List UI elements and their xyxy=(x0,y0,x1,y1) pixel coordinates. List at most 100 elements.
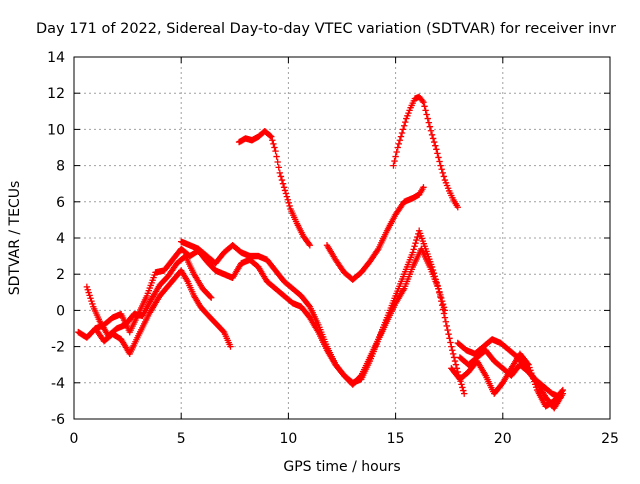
data-point xyxy=(449,347,456,354)
y-tick-label: 12 xyxy=(47,86,65,102)
data-point xyxy=(207,293,214,300)
data-point xyxy=(449,350,457,358)
y-tick-label: 4 xyxy=(56,231,65,247)
series-track-5 xyxy=(235,128,314,249)
data-point xyxy=(227,343,234,350)
data-point xyxy=(431,273,439,280)
data-point xyxy=(458,381,465,388)
data-point xyxy=(286,202,293,210)
data-point xyxy=(409,249,416,256)
data-points xyxy=(75,93,567,412)
data-point xyxy=(268,133,275,140)
data-point xyxy=(447,339,454,346)
data-point xyxy=(88,297,95,305)
data-point xyxy=(402,118,409,126)
x-axis-label: GPS time / hours xyxy=(283,459,400,475)
data-point xyxy=(414,233,421,241)
x-tick-label: 20 xyxy=(494,431,512,447)
y-tick-label: -4 xyxy=(51,376,65,392)
data-point xyxy=(441,314,449,321)
data-point xyxy=(445,330,452,338)
y-tick-label: 14 xyxy=(47,50,65,66)
data-point xyxy=(394,144,401,151)
data-point xyxy=(398,129,406,137)
data-point xyxy=(446,335,453,342)
data-point xyxy=(269,137,276,144)
data-point xyxy=(419,97,426,105)
data-point xyxy=(428,131,436,139)
data-point xyxy=(84,286,91,293)
data-point xyxy=(412,239,419,247)
data-point xyxy=(395,140,403,148)
data-point xyxy=(461,390,468,397)
data-point xyxy=(426,123,434,130)
axis-ticks: 0 5 10 15 20 25 -6 -4 -2 0 2 4 6 8 10 12 14 xyxy=(47,50,619,447)
data-point xyxy=(400,122,408,129)
data-point xyxy=(275,164,282,171)
data-point xyxy=(448,343,455,350)
series-track-7 xyxy=(390,93,461,211)
series-track-4 xyxy=(178,227,468,397)
data-point xyxy=(427,127,435,134)
y-axis-label: SDTVAR / TECUs xyxy=(7,181,23,296)
data-point xyxy=(392,153,399,160)
data-point xyxy=(283,193,291,200)
data-point xyxy=(424,115,431,122)
series-track-9 xyxy=(448,350,567,410)
data-point xyxy=(396,137,404,144)
data-point xyxy=(454,204,461,211)
data-point xyxy=(277,173,285,180)
data-point xyxy=(435,285,442,292)
data-point xyxy=(452,361,460,368)
data-point xyxy=(270,140,277,148)
data-point xyxy=(429,135,437,142)
series-track-1 xyxy=(75,267,234,358)
data-point xyxy=(443,322,450,330)
y-tick-label: 10 xyxy=(47,122,65,138)
data-point xyxy=(439,169,446,177)
data-point xyxy=(276,169,284,177)
data-point xyxy=(428,263,436,271)
x-tick-label: 10 xyxy=(279,431,297,447)
data-point xyxy=(434,150,441,157)
data-point xyxy=(422,107,429,114)
data-point xyxy=(267,132,274,140)
data-point xyxy=(433,279,440,286)
data-point xyxy=(437,293,444,301)
series-track-6 xyxy=(323,184,427,283)
series-track-10 xyxy=(456,347,567,412)
data-point xyxy=(285,199,292,207)
data-point xyxy=(451,357,459,365)
data-point xyxy=(305,240,313,248)
data-point xyxy=(429,266,437,274)
data-point xyxy=(390,162,397,169)
data-point xyxy=(87,295,94,302)
y-tick-label: 6 xyxy=(56,195,65,211)
data-point xyxy=(274,158,281,166)
data-point xyxy=(559,390,567,397)
data-point xyxy=(436,158,443,165)
data-point xyxy=(430,138,438,146)
data-point xyxy=(423,111,430,118)
data-point xyxy=(86,292,93,299)
data-point xyxy=(280,184,288,191)
data-point xyxy=(278,176,286,184)
y-tick-label: -2 xyxy=(51,340,65,356)
data-point xyxy=(460,387,467,394)
y-tick-label: -6 xyxy=(51,412,65,428)
data-point xyxy=(432,142,439,149)
data-point xyxy=(306,242,314,249)
y-tick-label: 8 xyxy=(56,159,65,175)
data-point xyxy=(83,283,91,291)
data-point xyxy=(281,187,289,194)
data-point xyxy=(305,302,313,309)
data-point xyxy=(374,247,381,254)
data-point xyxy=(438,297,445,305)
x-tick-label: 5 xyxy=(177,431,186,447)
data-point xyxy=(524,360,531,367)
data-point xyxy=(391,157,398,165)
data-point xyxy=(436,289,443,297)
data-point xyxy=(420,99,427,106)
x-tick-label: 15 xyxy=(387,431,405,447)
